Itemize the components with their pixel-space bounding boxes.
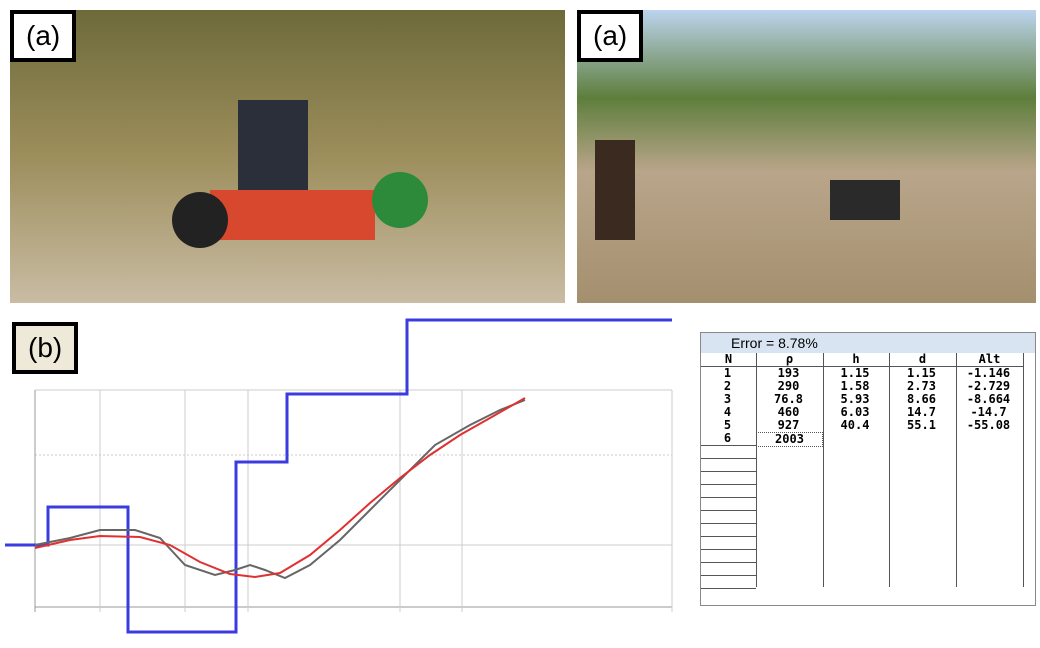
table-cell: 2003 [756,432,823,447]
model-line [5,320,672,632]
column-header: d [889,353,956,366]
page: (a) (a) (b) Error = 8.78% NρhdAlt11931.1… [0,0,1040,648]
table-cell: 40.4 [823,419,887,432]
row-line [701,536,756,537]
table-cell: 927 [756,419,821,432]
table-cell: -55.08 [956,419,1021,432]
photo-person [595,140,635,240]
panel-label: (a) [10,10,76,62]
panel-label: (a) [577,10,643,62]
window-titlebar: Error = 8.78% [701,333,1035,353]
photo-reel [172,192,228,248]
row-line [701,549,756,550]
photo-person [238,100,308,190]
row-line [701,484,756,485]
photo-person [830,180,900,220]
table-cell: 55.1 [889,419,954,432]
window-title: Error = 8.78% [731,335,818,351]
photo-reel [372,172,428,228]
chart-grid [35,390,672,612]
row-line [701,588,756,589]
field-curve [35,400,525,578]
panel-label: (b) [12,322,78,374]
row-line [701,471,756,472]
column-header: Alt [956,353,1023,366]
column-header: ρ [756,353,823,366]
column-header: h [823,353,889,366]
model-curve [35,398,525,577]
column-header: N [701,353,756,366]
row-line [701,510,756,511]
row-line [701,523,756,524]
photo-equipment [210,190,375,240]
row-line [701,562,756,563]
column-line [1023,353,1024,587]
table-cell: 6 [701,432,754,445]
row-line [701,458,756,459]
row-line [701,445,756,446]
row-line [701,575,756,576]
row-line [701,497,756,498]
photo-right [577,10,1036,303]
